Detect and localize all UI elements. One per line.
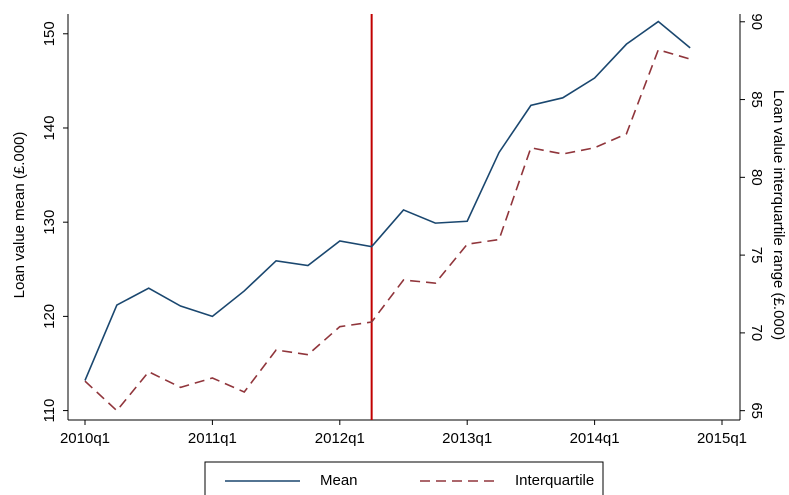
y2-tick-label: 75	[748, 247, 765, 264]
y2-tick-label: 85	[748, 91, 765, 108]
y2-tick-label: 65	[748, 402, 765, 419]
y-tick-label: 130	[41, 210, 58, 235]
x-tick-label: 2013q1	[442, 430, 492, 447]
x-tick-label: 2012q1	[315, 430, 365, 447]
legend-label: Interquartile	[515, 472, 594, 489]
y-tick-label: 110	[41, 399, 58, 423]
y-tick-label: 120	[41, 304, 58, 329]
legend-box	[204, 461, 604, 495]
y2-tick-label: 80	[748, 169, 765, 186]
y2-tick-label: 90	[748, 13, 765, 30]
y2-tick-label: 70	[748, 325, 765, 342]
y2-axis-label: Loan value interquartile range (£.000)	[770, 90, 787, 340]
x-tick-label: 2011q1	[188, 430, 237, 447]
legend-label: Mean	[320, 472, 358, 489]
y-axis-label: Loan value mean (£.000)	[11, 132, 28, 299]
x-tick-label: 2010q1	[60, 430, 110, 447]
y-tick-label: 150	[41, 21, 58, 46]
x-tick-label: 2015q1	[697, 430, 747, 447]
x-tick-label: 2014q1	[570, 430, 620, 447]
line-series	[84, 20, 691, 381]
line-series	[84, 48, 691, 412]
y-tick-label: 140	[41, 115, 58, 140]
